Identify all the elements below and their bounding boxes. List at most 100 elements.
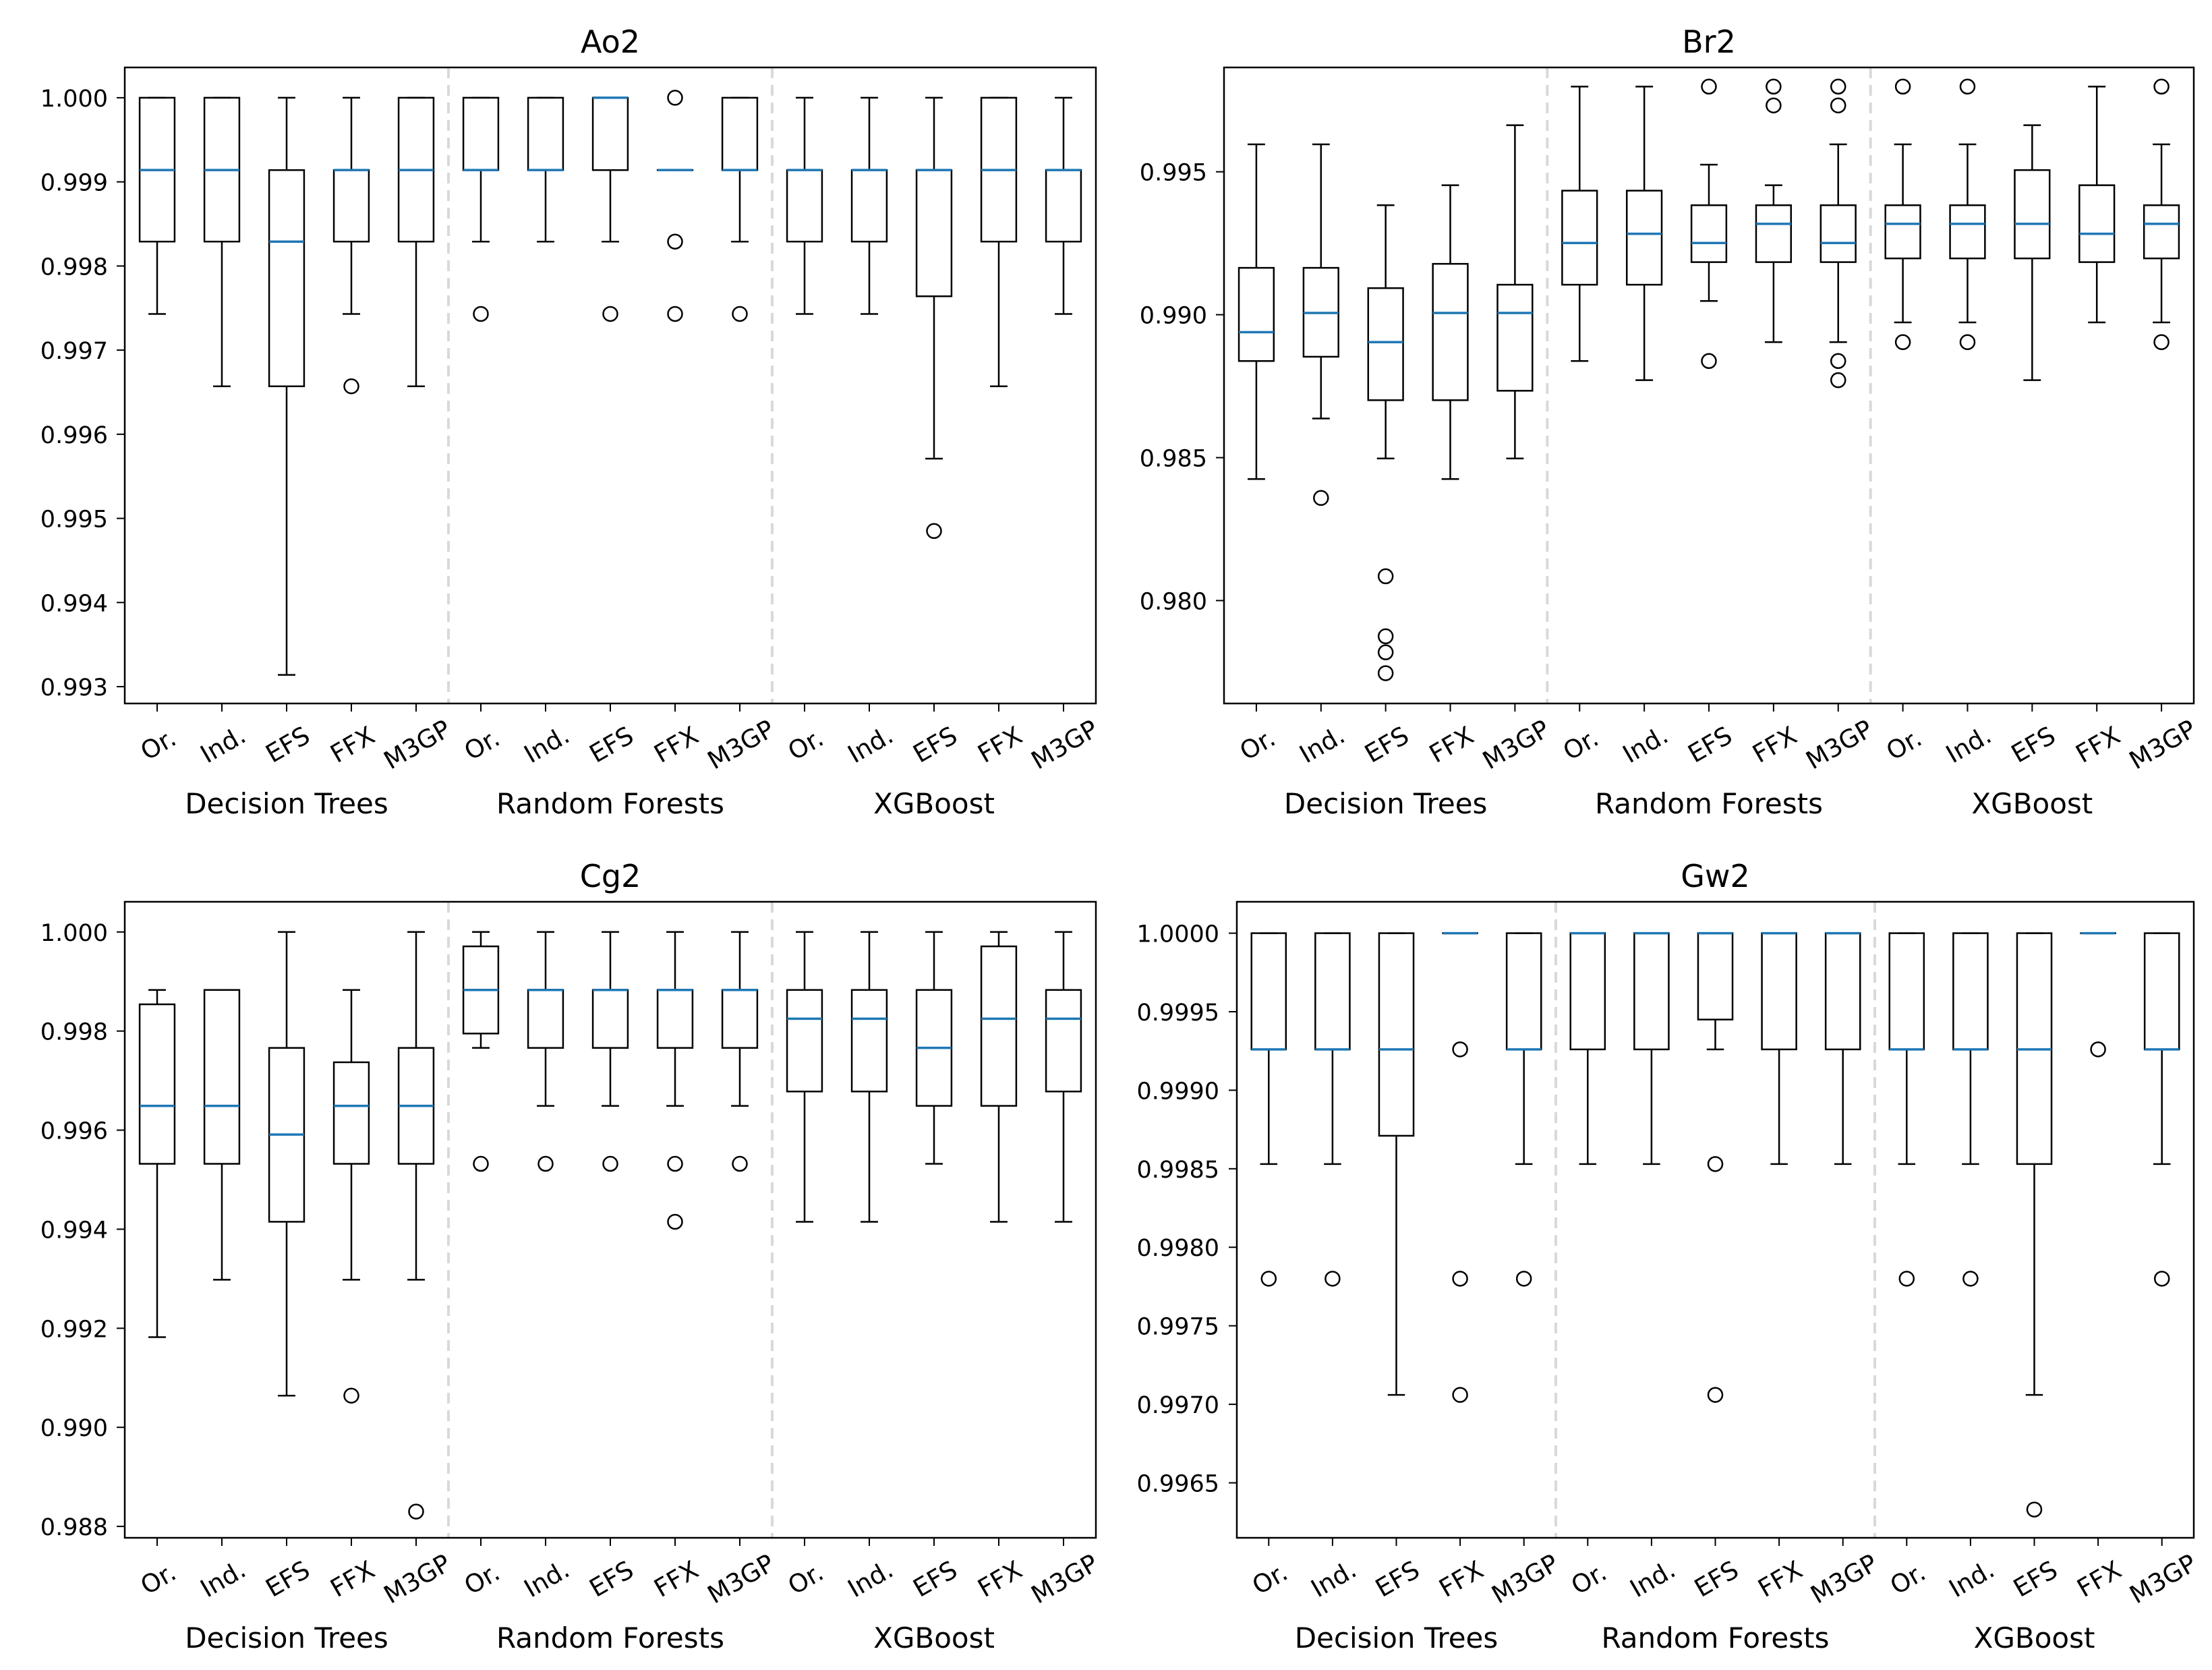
- box-decision-trees-or: [1250, 932, 1287, 1287]
- box-decision-trees-ind: [203, 989, 241, 1281]
- y-tick-label: 0.990: [40, 1415, 108, 1442]
- iqr-box: [2078, 184, 2116, 263]
- box-decision-trees-m3gp: [397, 96, 435, 387]
- y-tick-label: 0.990: [1140, 303, 1207, 330]
- outlier-point: [1830, 372, 1846, 388]
- outlier-point: [1959, 78, 1976, 95]
- box-xgboost-ind: [1949, 78, 1986, 351]
- box-decision-trees-ind: [203, 96, 241, 387]
- y-tick-label: 0.996: [40, 422, 108, 449]
- outlier-point: [1452, 1271, 1468, 1287]
- box-xgboost-ffx: [2080, 931, 2116, 1058]
- y-tick-label: 0.997: [40, 338, 108, 365]
- y-tick-label: 0.9970: [1137, 1392, 1219, 1419]
- group-label: XGBoost: [873, 787, 995, 820]
- outlier-point: [1898, 1271, 1915, 1287]
- box-xgboost-m3gp: [1045, 931, 1082, 1223]
- box-xgboost-m3gp: [2143, 78, 2180, 351]
- box-random-forests-ind: [527, 931, 564, 1172]
- box-xgboost-efs: [2014, 124, 2051, 381]
- box-random-forests-efs: [1697, 931, 1734, 1403]
- y-tick-label: 0.9965: [1137, 1471, 1219, 1498]
- y-tick-label: 0.999: [40, 170, 108, 197]
- outlier-point: [2153, 334, 2170, 351]
- outlier-point: [1377, 568, 1394, 585]
- y-tick-label: 0.995: [1140, 160, 1207, 187]
- outlier-point: [1701, 353, 1717, 370]
- outlier-point: [2026, 1501, 2043, 1518]
- group-label: Random Forests: [1601, 1621, 1829, 1654]
- box-decision-trees-efs: [1367, 204, 1404, 681]
- group-label: Decision Trees: [1284, 787, 1488, 820]
- box-random-forests-m3gp: [1824, 931, 1861, 1165]
- iqr-box: [1949, 204, 1986, 260]
- outlier-point: [1766, 97, 1782, 114]
- box-xgboost-ind: [850, 96, 888, 315]
- y-tick-label: 0.9985: [1137, 1157, 1219, 1184]
- group-label: Random Forests: [496, 1621, 724, 1654]
- outlier-point: [667, 1155, 683, 1172]
- iqr-box: [850, 989, 888, 1093]
- y-tick-label: 0.9995: [1137, 1000, 1219, 1027]
- iqr-box: [2143, 204, 2180, 260]
- y-tick-label: 0.992: [40, 1316, 108, 1343]
- panel-title: Gw2: [1681, 858, 1750, 894]
- outlier-point: [1830, 78, 1846, 95]
- outlier-point: [1707, 1156, 1724, 1172]
- box-xgboost-ffx: [980, 931, 1018, 1223]
- outlier-point: [408, 1503, 424, 1520]
- iqr-box: [1820, 204, 1857, 263]
- y-tick-label: 0.9980: [1137, 1235, 1219, 1262]
- box-decision-trees-efs: [268, 96, 305, 676]
- panel-title: Cg2: [580, 858, 641, 894]
- panel-title: Ao2: [581, 24, 640, 60]
- outlier-point: [2090, 1041, 2106, 1058]
- outlier-point: [667, 233, 683, 250]
- box-random-forests-ffx: [1761, 931, 1797, 1165]
- box-random-forests-ffx: [656, 931, 694, 1230]
- box-xgboost-ffx: [2078, 86, 2116, 324]
- y-tick-label: 0.993: [40, 674, 108, 701]
- box-random-forests-m3gp: [721, 96, 759, 322]
- y-tick-label: 0.985: [1140, 446, 1207, 473]
- outlier-point: [343, 1387, 359, 1404]
- group-label: Decision Trees: [1295, 1621, 1498, 1654]
- plot-frame: [1235, 900, 2195, 1539]
- y-tick-label: 0.995: [40, 507, 108, 534]
- iqr-box: [1432, 262, 1469, 401]
- box-random-forests-ind: [527, 96, 564, 243]
- outlier-point: [1313, 490, 1329, 507]
- plot-frame: [1223, 66, 2195, 705]
- box-random-forests-or: [1561, 86, 1598, 362]
- group-label: XGBoost: [1974, 1621, 2095, 1654]
- group-label: Random Forests: [1595, 787, 1823, 820]
- outlier-point: [1452, 1387, 1468, 1403]
- outlier-point: [1260, 1271, 1277, 1287]
- iqr-box: [1625, 190, 1663, 286]
- iqr-box: [1045, 989, 1082, 1093]
- group-label: Decision Trees: [185, 787, 388, 820]
- iqr-box: [203, 989, 241, 1165]
- y-tick-label: 0.9990: [1137, 1078, 1219, 1105]
- outlier-point: [926, 523, 942, 540]
- box-decision-trees-ind: [1302, 143, 1339, 507]
- box-random-forests-efs: [591, 96, 629, 322]
- outlier-point: [1325, 1271, 1341, 1287]
- iqr-box: [1690, 204, 1728, 263]
- outlier-point: [473, 1155, 489, 1172]
- iqr-box: [1755, 204, 1793, 263]
- outlier-point: [1894, 334, 1911, 351]
- outlier-point: [537, 1155, 554, 1172]
- box-decision-trees-or: [138, 96, 176, 315]
- iqr-box: [2014, 169, 2051, 260]
- outlier-point: [1377, 665, 1394, 681]
- box-xgboost-or: [786, 931, 823, 1223]
- box-random-forests-or: [462, 931, 500, 1172]
- box-xgboost-m3gp: [1045, 96, 1082, 315]
- box-random-forests-ffx: [656, 90, 694, 322]
- iqr-box: [1367, 287, 1404, 401]
- outlier-point: [1894, 78, 1911, 95]
- group-label: Decision Trees: [185, 1621, 388, 1654]
- iqr-box: [268, 169, 305, 387]
